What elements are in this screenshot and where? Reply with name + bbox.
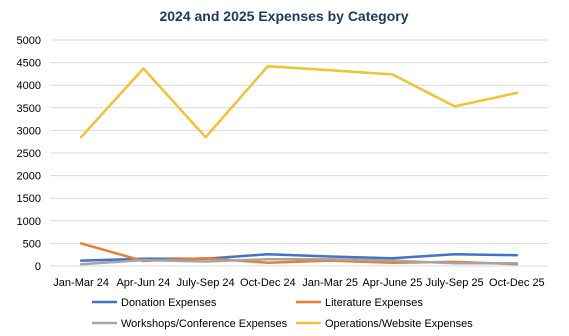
y-tick-label: 3000 — [17, 125, 41, 137]
x-axis-ticks: Jan-Mar 24 Apr-Jun 24 July-Sep 24 Oct-Dec 2… — [53, 277, 544, 289]
x-tick-label: Apr-Jun 24 — [116, 277, 170, 289]
legend-label: Operations/Website Expenses — [325, 318, 473, 330]
chart-title: 2024 and 2025 Expenses by Category — [159, 8, 408, 24]
series-line — [79, 64, 519, 139]
series-lines — [79, 64, 519, 266]
legend-label: Workshops/Conference Expenses — [121, 318, 288, 330]
y-tick-label: 4500 — [17, 58, 41, 70]
x-tick-label: Oct-Dec 25 — [489, 277, 545, 289]
y-axis-ticks: 0 500 1000 1500 2000 2500 3000 3500 4000 4500 5000 — [17, 35, 41, 273]
y-tick-label: 5000 — [17, 35, 41, 47]
y-tick-label: 4000 — [17, 80, 41, 92]
y-tick-label: 1500 — [17, 193, 41, 205]
x-tick-label: Jan-Mar 25 — [302, 277, 358, 289]
legend: Donation Expenses Literature Expenses Work… — [92, 297, 473, 330]
x-tick-label: Apr-June 25 — [362, 277, 422, 289]
y-tick-label: 0 — [35, 261, 41, 273]
y-tick-label: 2500 — [17, 148, 41, 160]
y-tick-label: 500 — [23, 238, 41, 250]
series-line — [79, 257, 519, 266]
gridlines — [50, 39, 548, 267]
legend-item: Workshops/Conference Expenses — [92, 318, 288, 330]
x-tick-label: July-Sep 25 — [426, 277, 484, 289]
x-tick-label: Oct-Dec 24 — [240, 277, 296, 289]
x-tick-label: Jan-Mar 24 — [53, 277, 109, 289]
legend-label: Donation Expenses — [121, 297, 217, 309]
y-tick-label: 2000 — [17, 171, 41, 183]
legend-item: Literature Expenses — [296, 297, 423, 309]
legend-label: Literature Expenses — [325, 297, 423, 309]
legend-item: Operations/Website Expenses — [296, 318, 473, 330]
legend-item: Donation Expenses — [92, 297, 217, 309]
x-tick-label: July-Sep 24 — [177, 277, 235, 289]
y-tick-label: 1000 — [17, 216, 41, 228]
y-tick-label: 3500 — [17, 103, 41, 115]
series-line — [79, 252, 519, 262]
